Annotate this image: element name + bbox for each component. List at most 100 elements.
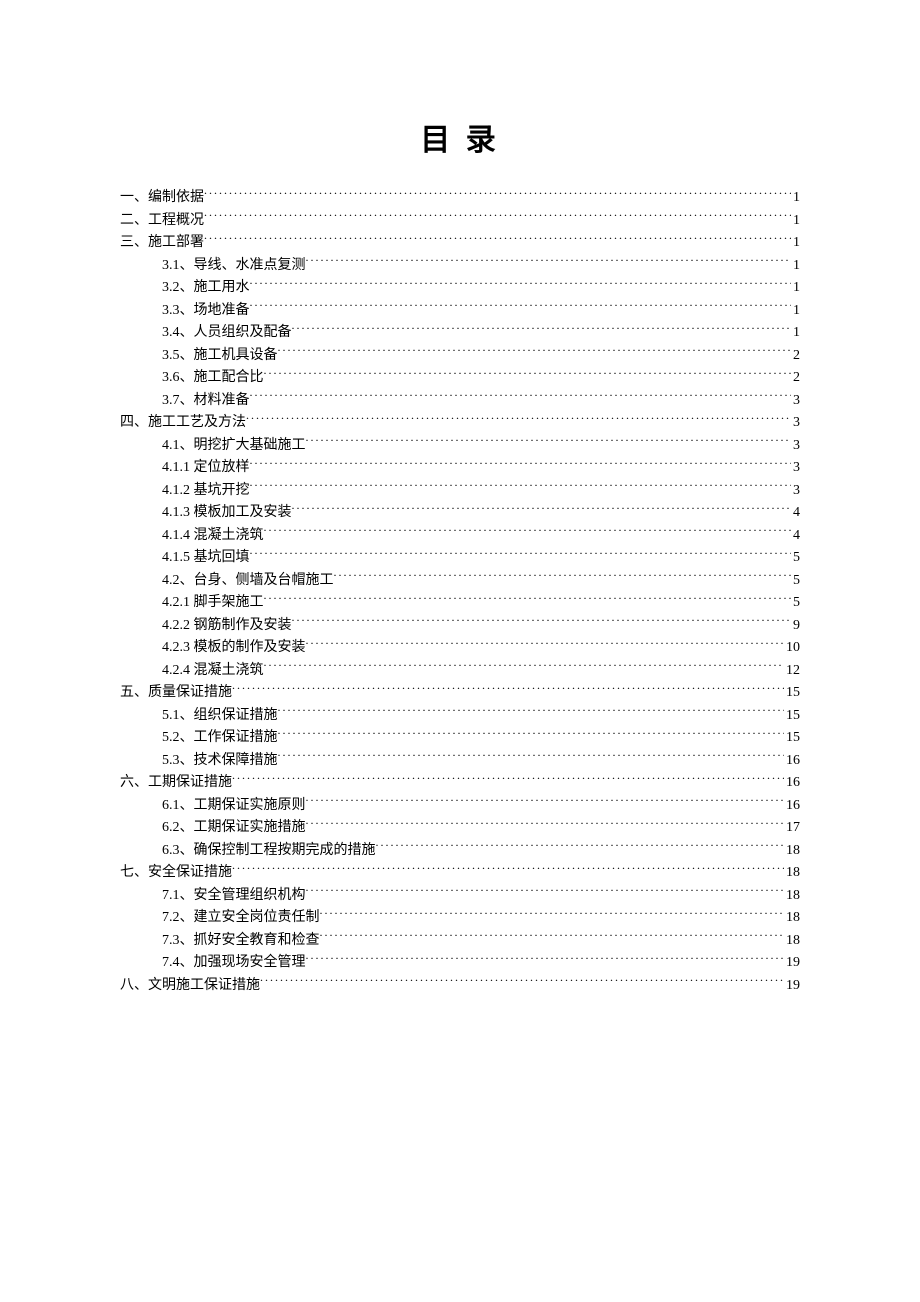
toc-entry[interactable]: 3.3、场地准备1	[120, 300, 800, 323]
toc-label: 二、工程概况	[120, 210, 204, 233]
toc-page-number: 1	[791, 277, 800, 300]
toc-label: 3.1、导线、水准点复测	[162, 255, 306, 278]
toc-label: 4.1.1 定位放样	[162, 457, 250, 480]
toc-entry[interactable]: 六、工期保证措施 16	[120, 772, 800, 795]
toc-leader-dots	[264, 660, 785, 674]
toc-leader-dots	[264, 592, 792, 606]
toc-label: 五、质量保证措施	[120, 682, 232, 705]
table-of-contents: 一、编制依据1二、工程概况1三、施工部署13.1、导线、水准点复测13.2、施工…	[120, 187, 800, 997]
toc-entry[interactable]: 八、文明施工保证措施19	[120, 975, 800, 998]
toc-label: 5.1、组织保证措施	[162, 705, 278, 728]
toc-entry[interactable]: 三、施工部署1	[120, 232, 800, 255]
toc-label: 4.2、台身、侧墙及台帽施工	[162, 570, 334, 593]
toc-leader-dots	[306, 952, 785, 966]
page-title: 目 录	[120, 115, 800, 159]
toc-page-number: 1	[791, 187, 800, 210]
toc-page-number: 16	[784, 750, 800, 773]
toc-leader-dots	[306, 795, 785, 809]
toc-leader-dots	[306, 255, 792, 269]
toc-entry[interactable]: 5.1、组织保证措施15	[120, 705, 800, 728]
toc-label: 3.2、施工用水	[162, 277, 250, 300]
toc-page-number: 15	[784, 682, 800, 705]
toc-entry[interactable]: 4.2、台身、侧墙及台帽施工5	[120, 570, 800, 593]
toc-entry[interactable]: 3.4、人员组织及配备1	[120, 322, 800, 345]
toc-entry[interactable]: 3.1、导线、水准点复测 1	[120, 255, 800, 278]
toc-entry[interactable]: 3.6、施工配合比2	[120, 367, 800, 390]
toc-entry[interactable]: 4.2.2 钢筋制作及安装9	[120, 615, 800, 638]
toc-page-number: 10	[784, 637, 800, 660]
toc-entry[interactable]: 7.4、加强现场安全管理 19	[120, 952, 800, 975]
toc-label: 7.4、加强现场安全管理	[162, 952, 306, 975]
toc-leader-dots	[250, 390, 792, 404]
toc-label: 3.5、施工机具设备	[162, 345, 278, 368]
toc-label: 7.1、安全管理组织机构	[162, 885, 306, 908]
toc-label: 一、编制依据	[120, 187, 204, 210]
toc-label: 4.2.4 混凝土浇筑	[162, 660, 264, 683]
toc-entry[interactable]: 4.1.3 模板加工及安装4	[120, 502, 800, 525]
toc-entry[interactable]: 4.1.4 混凝土浇筑 4	[120, 525, 800, 548]
toc-entry[interactable]: 7.2、建立安全岗位责任制18	[120, 907, 800, 930]
toc-page-number: 18	[784, 885, 800, 908]
toc-leader-dots	[250, 547, 792, 561]
toc-entry[interactable]: 七、安全保证措施18	[120, 862, 800, 885]
toc-leader-dots	[334, 570, 792, 584]
toc-entry[interactable]: 7.1、安全管理组织机构 18	[120, 885, 800, 908]
toc-label: 六、工期保证措施	[120, 772, 232, 795]
toc-leader-dots	[292, 615, 792, 629]
toc-entry[interactable]: 6.1、工期保证实施原则16	[120, 795, 800, 818]
toc-entry[interactable]: 4.1、明挖扩大基础施工 3	[120, 435, 800, 458]
toc-leader-dots	[292, 502, 792, 516]
toc-leader-dots	[278, 750, 785, 764]
toc-entry[interactable]: 7.3、抓好安全教育和检查18	[120, 930, 800, 953]
toc-page-number: 1	[791, 210, 800, 233]
toc-page-number: 15	[784, 727, 800, 750]
toc-leader-dots	[204, 210, 791, 224]
toc-entry[interactable]: 五、质量保证措施 15	[120, 682, 800, 705]
toc-entry[interactable]: 4.2.1 脚手架施工5	[120, 592, 800, 615]
toc-page-number: 9	[791, 615, 800, 638]
toc-page-number: 4	[791, 525, 800, 548]
toc-page-number: 3	[791, 435, 800, 458]
toc-entry[interactable]: 5.2、工作保证措施15	[120, 727, 800, 750]
toc-label: 6.3、确保控制工程按期完成的措施	[162, 840, 376, 863]
toc-entry[interactable]: 4.1.1 定位放样 3	[120, 457, 800, 480]
toc-leader-dots	[306, 435, 792, 449]
toc-leader-dots	[320, 907, 785, 921]
toc-entry[interactable]: 6.3、确保控制工程按期完成的措施 18	[120, 840, 800, 863]
toc-page-number: 1	[791, 255, 800, 278]
toc-label: 6.2、工期保证实施措施	[162, 817, 306, 840]
toc-entry[interactable]: 3.2、施工用水 1	[120, 277, 800, 300]
toc-page-number: 16	[784, 772, 800, 795]
toc-page-number: 19	[784, 975, 800, 998]
toc-entry[interactable]: 一、编制依据 1	[120, 187, 800, 210]
toc-entry[interactable]: 5.3、技术保障措施 16	[120, 750, 800, 773]
toc-leader-dots	[250, 457, 792, 471]
toc-entry[interactable]: 3.7、材料准备3	[120, 390, 800, 413]
toc-entry[interactable]: 4.1.2 基坑开挖3	[120, 480, 800, 503]
toc-entry[interactable]: 4.2.4 混凝土浇筑 12	[120, 660, 800, 683]
toc-entry[interactable]: 四、施工工艺及方法 3	[120, 412, 800, 435]
toc-entry[interactable]: 6.2、工期保证实施措施17	[120, 817, 800, 840]
toc-label: 四、施工工艺及方法	[120, 412, 246, 435]
toc-leader-dots	[250, 300, 792, 314]
toc-entry[interactable]: 4.1.5 基坑回填5	[120, 547, 800, 570]
toc-page-number: 3	[791, 412, 800, 435]
toc-page-number: 1	[791, 300, 800, 323]
toc-page-number: 3	[791, 457, 800, 480]
toc-page-number: 12	[784, 660, 800, 683]
toc-label: 5.3、技术保障措施	[162, 750, 278, 773]
toc-page-number: 16	[784, 795, 800, 818]
toc-label: 7.2、建立安全岗位责任制	[162, 907, 320, 930]
toc-entry[interactable]: 二、工程概况 1	[120, 210, 800, 233]
toc-leader-dots	[232, 682, 784, 696]
toc-entry[interactable]: 4.2.3 模板的制作及安装 10	[120, 637, 800, 660]
toc-page-number: 2	[791, 345, 800, 368]
toc-label: 4.1、明挖扩大基础施工	[162, 435, 306, 458]
toc-page-number: 18	[784, 840, 800, 863]
toc-page-number: 2	[791, 367, 800, 390]
toc-entry[interactable]: 3.5、施工机具设备 2	[120, 345, 800, 368]
toc-leader-dots	[278, 705, 785, 719]
toc-page-number: 19	[784, 952, 800, 975]
toc-label: 4.2.3 模板的制作及安装	[162, 637, 306, 660]
toc-label: 4.1.4 混凝土浇筑	[162, 525, 264, 548]
